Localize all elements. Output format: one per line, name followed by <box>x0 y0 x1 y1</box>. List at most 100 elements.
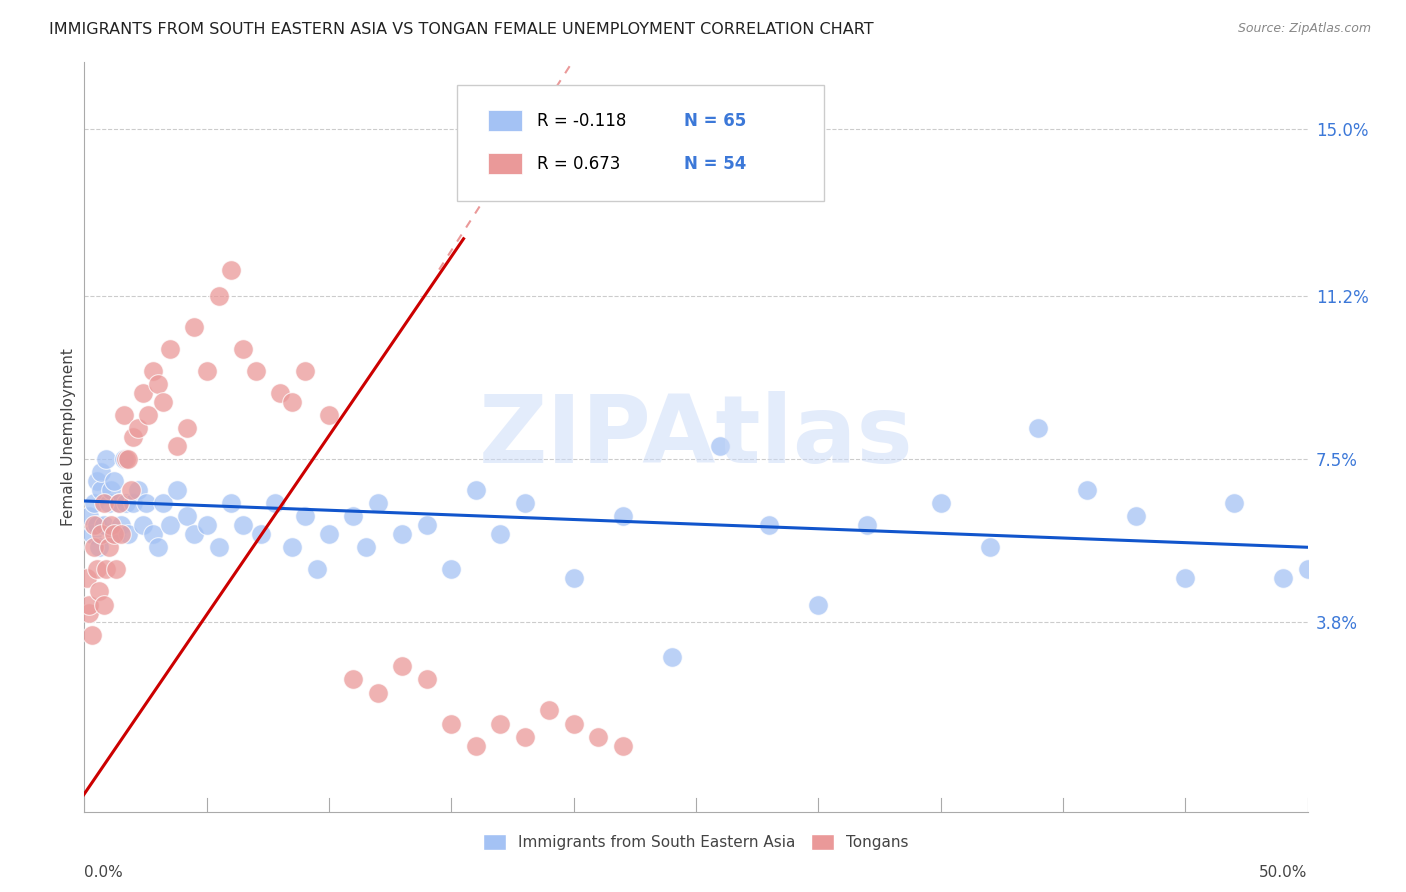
Point <box>96 562 118 576</box>
Point <box>135 496 157 510</box>
Text: 0.0%: 0.0% <box>84 864 124 880</box>
Point <box>115 496 138 510</box>
Point <box>100 518 122 533</box>
Point <box>489 527 512 541</box>
Point <box>709 439 731 453</box>
Point <box>90 483 112 497</box>
Point <box>90 527 112 541</box>
Point <box>105 562 128 576</box>
Point <box>367 496 389 510</box>
Point <box>513 730 536 744</box>
Point <box>294 509 316 524</box>
Point <box>142 527 165 541</box>
Point <box>929 496 952 510</box>
Text: ZIPAtlas: ZIPAtlas <box>478 391 914 483</box>
Point <box>1125 509 1147 524</box>
Point <box>208 541 231 555</box>
Point <box>159 518 181 533</box>
Point <box>176 421 198 435</box>
Point <box>103 527 125 541</box>
Point <box>661 650 683 665</box>
Bar <box>488 153 522 174</box>
Text: IMMIGRANTS FROM SOUTH EASTERN ASIA VS TONGAN FEMALE UNEMPLOYMENT CORRELATION CHA: IMMIGRANTS FROM SOUTH EASTERN ASIA VS TO… <box>49 22 875 37</box>
Point <box>612 739 634 753</box>
Point <box>1296 562 1319 576</box>
Point <box>117 452 139 467</box>
Point <box>87 541 110 555</box>
Point <box>86 518 108 533</box>
Point <box>440 716 463 731</box>
Point <box>83 518 105 533</box>
Point <box>562 716 585 731</box>
Point <box>93 518 115 533</box>
Y-axis label: Female Unemployment: Female Unemployment <box>60 348 76 526</box>
Text: R = 0.673: R = 0.673 <box>537 154 620 172</box>
Point <box>146 377 169 392</box>
Point <box>232 342 254 356</box>
Text: R = -0.118: R = -0.118 <box>537 112 626 130</box>
Point <box>176 509 198 524</box>
Point <box>127 421 149 435</box>
Point <box>1174 571 1197 585</box>
FancyBboxPatch shape <box>457 85 824 201</box>
Point <box>464 739 486 753</box>
Point <box>305 562 328 576</box>
Point <box>416 518 439 533</box>
Point <box>83 541 105 555</box>
Point <box>166 439 188 453</box>
Point <box>76 571 98 585</box>
Point <box>464 483 486 497</box>
Point <box>159 342 181 356</box>
Point <box>127 483 149 497</box>
Point <box>152 394 174 409</box>
Point <box>152 496 174 510</box>
Point <box>1223 496 1246 510</box>
Point <box>1272 571 1295 585</box>
Point <box>281 541 304 555</box>
Point <box>538 703 561 717</box>
Point <box>391 659 413 673</box>
Point <box>96 452 118 467</box>
Point <box>122 496 145 510</box>
Point <box>117 527 139 541</box>
Point <box>146 541 169 555</box>
Point <box>103 474 125 488</box>
Point <box>249 527 271 541</box>
Point <box>132 386 155 401</box>
Point <box>513 496 536 510</box>
Point <box>440 562 463 576</box>
Point <box>245 364 267 378</box>
Point <box>342 509 364 524</box>
Point <box>586 730 609 744</box>
Point <box>856 518 879 533</box>
Point <box>166 483 188 497</box>
Text: N = 65: N = 65 <box>683 112 747 130</box>
Point <box>318 527 340 541</box>
Point <box>416 673 439 687</box>
Point <box>77 598 100 612</box>
Point <box>195 364 218 378</box>
Point <box>391 527 413 541</box>
Point <box>136 408 159 422</box>
Point <box>269 386 291 401</box>
Point <box>219 496 242 510</box>
Point <box>105 527 128 541</box>
Point <box>195 518 218 533</box>
Text: N = 54: N = 54 <box>683 154 747 172</box>
Point <box>281 394 304 409</box>
Legend: Immigrants from South Eastern Asia, Tongans: Immigrants from South Eastern Asia, Tong… <box>477 829 915 856</box>
Point <box>232 518 254 533</box>
Point <box>208 289 231 303</box>
Point <box>979 541 1001 555</box>
Point <box>97 496 120 510</box>
Point <box>77 607 100 621</box>
Point <box>367 686 389 700</box>
Point <box>112 408 135 422</box>
Point <box>1076 483 1098 497</box>
Point <box>90 466 112 480</box>
Point <box>87 584 110 599</box>
Point <box>264 496 287 510</box>
Point <box>107 496 129 510</box>
Point <box>183 527 205 541</box>
Text: 50.0%: 50.0% <box>1260 864 1308 880</box>
